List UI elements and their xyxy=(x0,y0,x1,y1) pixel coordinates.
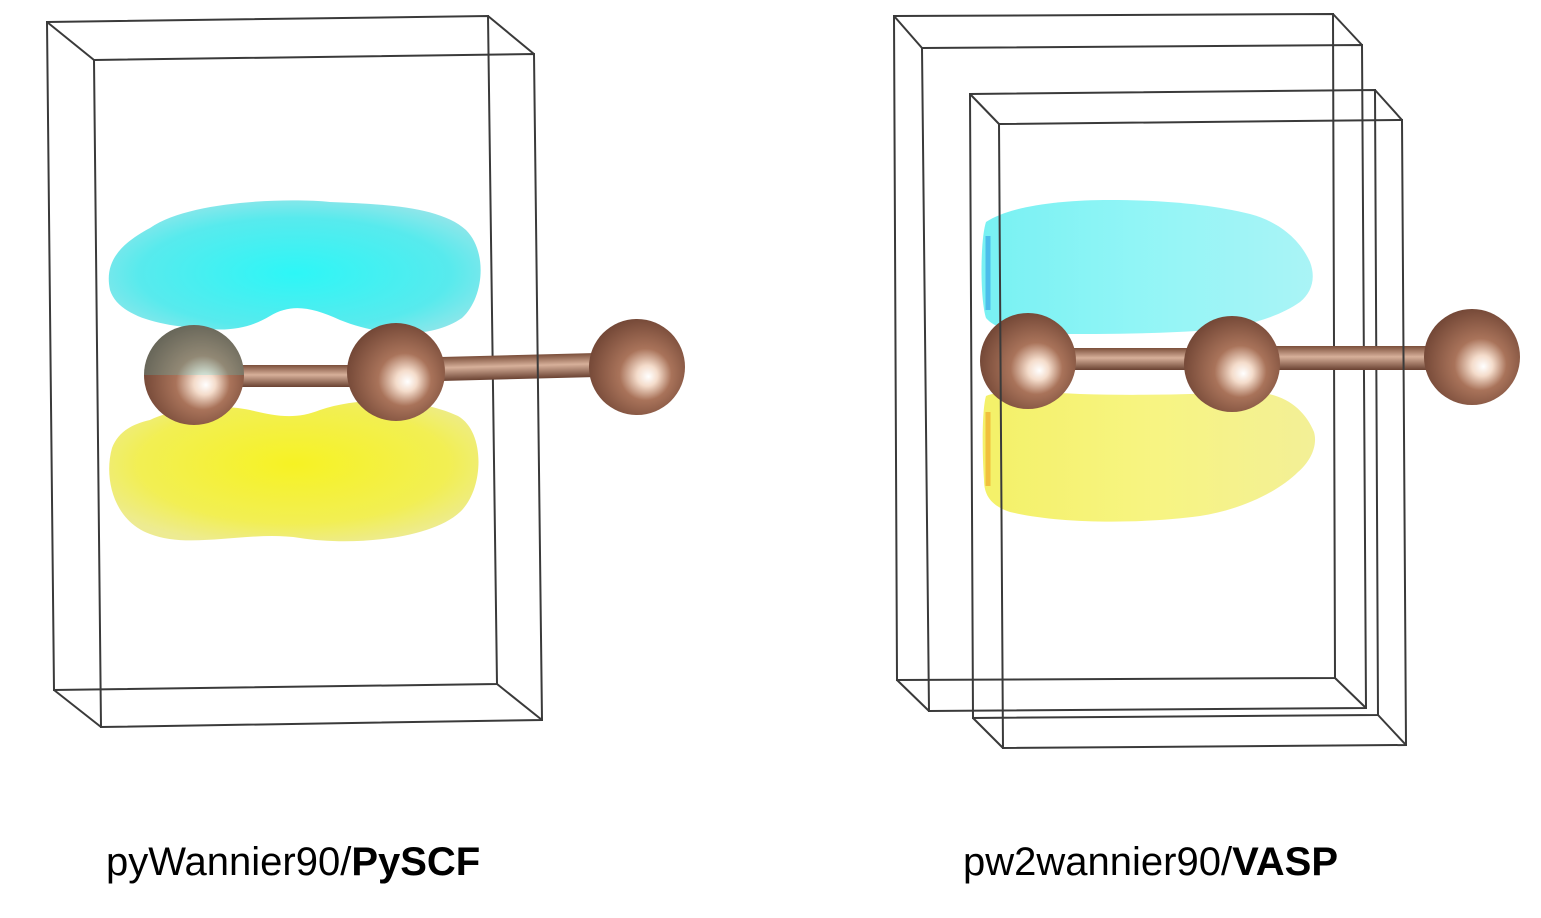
backend-name: PySCF xyxy=(351,840,481,884)
unit-cell-box xyxy=(968,88,1407,749)
left-panel xyxy=(45,14,685,729)
code-name: pw2wannier90/ xyxy=(963,840,1233,884)
unit-cell-front-face xyxy=(997,118,1408,750)
unit-cell-box xyxy=(892,12,1368,713)
code-name: pyWannier90/ xyxy=(106,840,352,884)
bonds xyxy=(1030,346,1475,370)
carbon-atom xyxy=(980,313,1076,409)
unit-cell-box xyxy=(45,14,543,728)
negative-orbital-lobe xyxy=(982,392,1316,522)
right-panel xyxy=(892,12,1520,750)
positive-orbital-lobe xyxy=(108,200,481,334)
negative-orbital-lobe xyxy=(109,400,479,542)
carbon-atom xyxy=(347,323,445,421)
carbon-atom xyxy=(589,319,685,415)
carbon-atom xyxy=(1424,309,1520,405)
backend-name: VASP xyxy=(1232,840,1339,884)
positive-orbital-lobe xyxy=(981,200,1313,334)
left-panel-caption: pyWannier90/PySCF xyxy=(106,842,480,882)
carbon-atom xyxy=(1184,316,1280,412)
carbon-atom xyxy=(144,325,244,425)
unit-cell-front-face xyxy=(92,52,544,729)
right-panel-caption: pw2wannier90/VASP xyxy=(963,842,1338,882)
